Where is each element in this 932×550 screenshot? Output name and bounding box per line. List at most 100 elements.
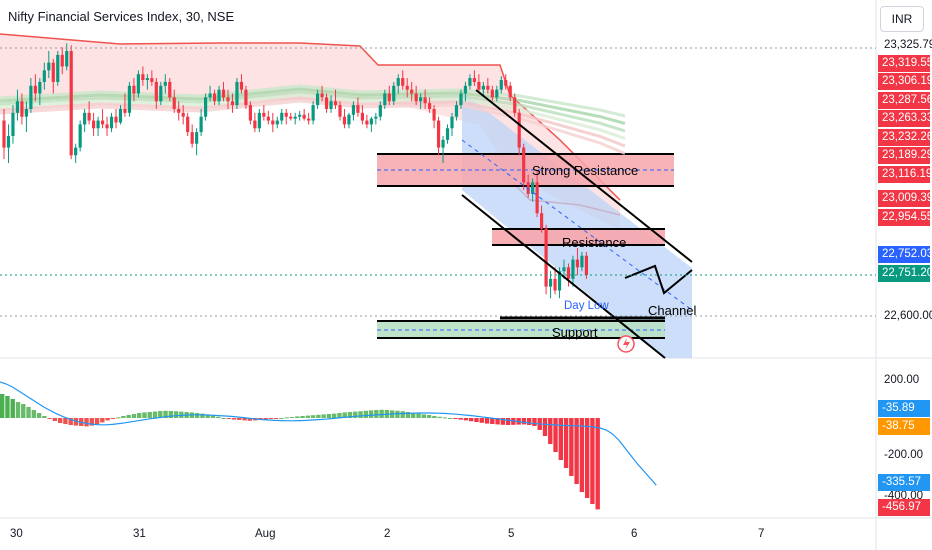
candle-body bbox=[401, 78, 405, 86]
indicator-tag: -456.97 bbox=[878, 499, 930, 516]
candle-body bbox=[463, 85, 468, 94]
candle-body bbox=[531, 182, 535, 194]
candle-body bbox=[195, 132, 199, 144]
macd-histogram-bar bbox=[115, 417, 121, 419]
candle-body bbox=[150, 78, 154, 82]
macd-histogram-bar bbox=[263, 418, 268, 420]
candle-body bbox=[190, 132, 194, 144]
candle-body bbox=[51, 62, 55, 82]
candle-body bbox=[92, 120, 96, 129]
candle-body bbox=[535, 182, 539, 214]
macd-histogram-bar bbox=[400, 411, 405, 418]
candle-body bbox=[316, 93, 320, 106]
time-axis-label: 7 bbox=[758, 528, 765, 540]
macd-histogram-bar bbox=[374, 410, 379, 418]
macd-histogram-bar bbox=[279, 418, 284, 419]
time-axis-label: Aug bbox=[255, 528, 276, 540]
time-axis-label: 2 bbox=[384, 528, 391, 540]
candle-body bbox=[11, 112, 15, 136]
candle-body bbox=[374, 116, 378, 119]
candle-body bbox=[136, 74, 140, 94]
macd-histogram-bar bbox=[68, 418, 73, 425]
candle-body bbox=[78, 124, 82, 148]
macd-histogram-bar bbox=[595, 418, 600, 510]
macd-histogram-bar bbox=[463, 418, 469, 421]
macd-histogram-bar bbox=[152, 411, 158, 418]
candle-body bbox=[396, 78, 400, 86]
candle-body bbox=[428, 103, 432, 109]
candle-body bbox=[387, 93, 391, 102]
candle-body bbox=[311, 105, 315, 121]
macd-histogram-bar bbox=[495, 418, 500, 425]
macd-histogram-bar bbox=[310, 415, 316, 418]
price-tag: 22,751.20 bbox=[878, 265, 932, 282]
support-label: Support bbox=[552, 325, 598, 340]
candle-body bbox=[271, 120, 275, 125]
price-tag: 23,232.26 bbox=[878, 129, 932, 146]
candle-body bbox=[333, 101, 338, 106]
candle-body bbox=[132, 85, 136, 94]
candle-body bbox=[490, 89, 494, 98]
macd-histogram-bar bbox=[84, 418, 89, 427]
macd-histogram-bar bbox=[31, 410, 36, 418]
candle-body bbox=[163, 81, 167, 86]
macd-histogram-bar bbox=[421, 414, 426, 418]
macd-histogram-bar bbox=[126, 415, 131, 418]
macd-histogram-bar bbox=[210, 415, 216, 418]
candle-body bbox=[266, 116, 270, 121]
macd-histogram-bar bbox=[416, 413, 421, 418]
candle-body bbox=[526, 182, 530, 194]
macd-histogram-bar bbox=[194, 413, 200, 418]
candle-body bbox=[504, 80, 508, 86]
macd-histogram-bar bbox=[474, 418, 479, 422]
currency-button[interactable]: INR bbox=[880, 6, 924, 32]
macd-histogram-bar bbox=[353, 411, 358, 418]
channel-upper-line bbox=[475, 89, 693, 263]
candle-body bbox=[248, 105, 252, 121]
candle-body bbox=[159, 85, 163, 102]
candle-body bbox=[477, 81, 481, 90]
candle-body bbox=[298, 114, 302, 117]
candle-body bbox=[571, 259, 575, 279]
ema-band-line bbox=[0, 87, 626, 125]
candle-body bbox=[320, 93, 324, 98]
macd-histogram-bar bbox=[247, 418, 253, 421]
macd-histogram-bar bbox=[469, 418, 474, 422]
macd-histogram-bar bbox=[173, 411, 179, 418]
candle-body bbox=[436, 120, 441, 148]
candle-body bbox=[575, 259, 580, 268]
candle-body bbox=[221, 89, 226, 98]
macd-histogram-bar bbox=[342, 412, 347, 418]
macd-histogram-bar bbox=[442, 417, 448, 419]
candle-body bbox=[186, 116, 190, 133]
macd-histogram-bar bbox=[36, 413, 42, 418]
macd-histogram-bar bbox=[21, 404, 26, 418]
candle-body bbox=[127, 85, 132, 113]
time-axis-label: 6 bbox=[631, 528, 638, 540]
ema-band-layer bbox=[0, 84, 626, 155]
candle-body bbox=[172, 97, 176, 109]
macd-histogram-bar bbox=[563, 418, 569, 468]
price-tag: 23,263.33 bbox=[878, 110, 932, 127]
ema-band-line bbox=[0, 93, 626, 140]
candle-body bbox=[199, 116, 203, 133]
candle-body bbox=[517, 112, 521, 148]
macd-histogram-bar bbox=[584, 418, 590, 498]
chart-title: Nifty Financial Services Index, 30, NSE bbox=[8, 9, 235, 24]
candle-body bbox=[257, 112, 261, 129]
candle-body bbox=[508, 85, 512, 98]
candle-body bbox=[441, 139, 445, 148]
candle-body bbox=[513, 97, 517, 113]
macd-histogram-bar bbox=[15, 402, 21, 418]
macd-histogram-bar bbox=[542, 418, 548, 436]
candle-body bbox=[459, 93, 463, 106]
time-axis-label: 5 bbox=[508, 528, 515, 540]
macd-histogram-bar bbox=[500, 418, 506, 425]
candle-body bbox=[410, 89, 414, 94]
macd-histogram-bar bbox=[432, 416, 437, 418]
candle-body bbox=[329, 101, 333, 109]
macd-histogram-bar bbox=[300, 416, 305, 418]
indicator-tag: -38.75 bbox=[878, 418, 930, 435]
ema-band-line bbox=[0, 96, 626, 148]
macd-histogram-bar bbox=[274, 418, 279, 419]
